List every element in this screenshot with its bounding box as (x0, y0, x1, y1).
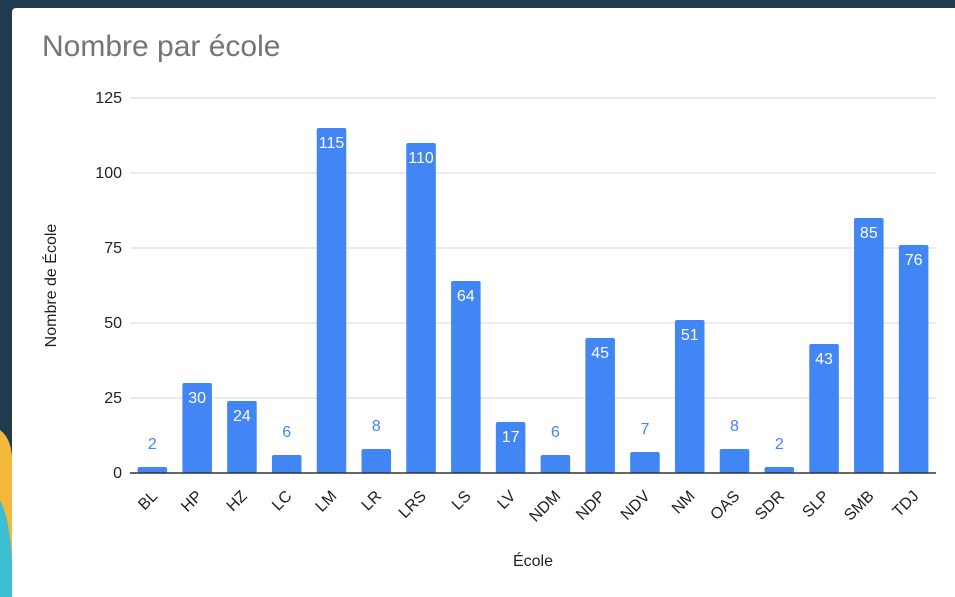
x-tick-label-lm: LM (313, 488, 341, 516)
data-label-lm: 115 (319, 135, 345, 152)
bar-oas (719, 449, 750, 473)
data-label-hp: 30 (188, 390, 206, 407)
bar-hp (182, 383, 212, 473)
y-tick-label: 125 (95, 90, 122, 107)
data-label-smb: 85 (860, 225, 878, 242)
data-label-lc: 6 (282, 424, 291, 441)
bar-ls (451, 281, 481, 473)
y-tick-label: 100 (95, 165, 122, 182)
chart-card: Nombre par école 0 25 50 75 100 125 2 30 24 6 115… (12, 8, 955, 597)
bar-bl (137, 467, 168, 473)
bars (137, 128, 929, 473)
data-label-lrs: 110 (408, 150, 434, 167)
x-tick-label-lv: LV (494, 488, 519, 513)
x-tick-label-ndp: NDP (573, 488, 609, 524)
bar-lv (495, 422, 526, 473)
bar-lm (316, 128, 347, 473)
x-tick-label-lc: LC (269, 488, 295, 514)
x-tick-label-lr: LR (359, 488, 385, 514)
data-label-nm: 51 (681, 327, 699, 344)
x-tick-label-sdr: SDR (752, 488, 788, 524)
x-axis-label: École (513, 551, 553, 570)
x-tick-label-slp: SLP (799, 488, 832, 521)
x-tick-label-tdj: TDJ (890, 488, 923, 521)
x-tick-label-hz: HZ (224, 488, 251, 515)
x-tick-label-bl: BL (135, 488, 161, 514)
x-axis-ticks: BL HP HZ LC LM LR LRS LS LV NDM NDP NDV NM OAS SDR SLP S… (135, 488, 922, 526)
y-tick-label: 0 (113, 465, 122, 482)
bar-lrs (406, 143, 436, 473)
y-tick-label: 75 (104, 240, 122, 257)
x-tick-label-lrs: LRS (396, 488, 430, 522)
data-label-oas: 8 (730, 418, 739, 435)
x-tick-label-ndm: NDM (526, 488, 564, 526)
data-label-ls: 64 (457, 288, 475, 305)
bar-tdj (898, 245, 929, 473)
data-label-ndp: 45 (591, 345, 609, 362)
data-labels: 2 30 24 6 115 8 110 64 17 6 45 7 51 8 2 43 85 76 (148, 135, 923, 453)
x-tick-label-nm: NM (669, 488, 699, 518)
bar-sdr (764, 467, 795, 473)
bar-ndm (540, 455, 571, 473)
bar-lc (271, 455, 302, 473)
data-label-ndm: 6 (551, 424, 560, 441)
y-axis-label: Nombre de École (41, 224, 60, 348)
data-label-lr: 8 (372, 418, 381, 435)
data-label-ndv: 7 (640, 421, 649, 438)
y-tick-label: 25 (104, 390, 122, 407)
bar-nm (674, 320, 705, 473)
y-tick-label: 50 (104, 315, 122, 332)
chart-title: Nombre par école (42, 30, 281, 63)
bar-hz (227, 401, 257, 473)
y-axis-ticks: 0 25 50 75 100 125 (95, 90, 122, 482)
x-tick-label-ndv: NDV (618, 488, 654, 524)
bar-ndp (585, 338, 615, 473)
data-label-lv: 17 (502, 429, 520, 446)
bar-chart: 0 25 50 75 100 125 2 30 24 6 115 8 110 64 17 6 45 7 51 8 2 4… (41, 90, 936, 570)
bar-lr (361, 449, 392, 473)
bar-slp (809, 344, 839, 473)
data-label-tdj: 76 (905, 252, 923, 269)
gridlines (130, 97, 936, 399)
x-tick-label-ls: LS (449, 488, 475, 514)
bar-ndv (630, 452, 660, 473)
x-tick-label-hp: HP (178, 488, 206, 516)
data-label-sdr: 2 (775, 436, 784, 453)
data-label-bl: 2 (148, 436, 157, 453)
bar-smb (854, 218, 884, 473)
x-tick-label-smb: SMB (841, 488, 878, 525)
data-label-slp: 43 (815, 351, 833, 368)
x-tick-label-oas: OAS (707, 488, 743, 524)
data-label-hz: 24 (233, 408, 251, 425)
